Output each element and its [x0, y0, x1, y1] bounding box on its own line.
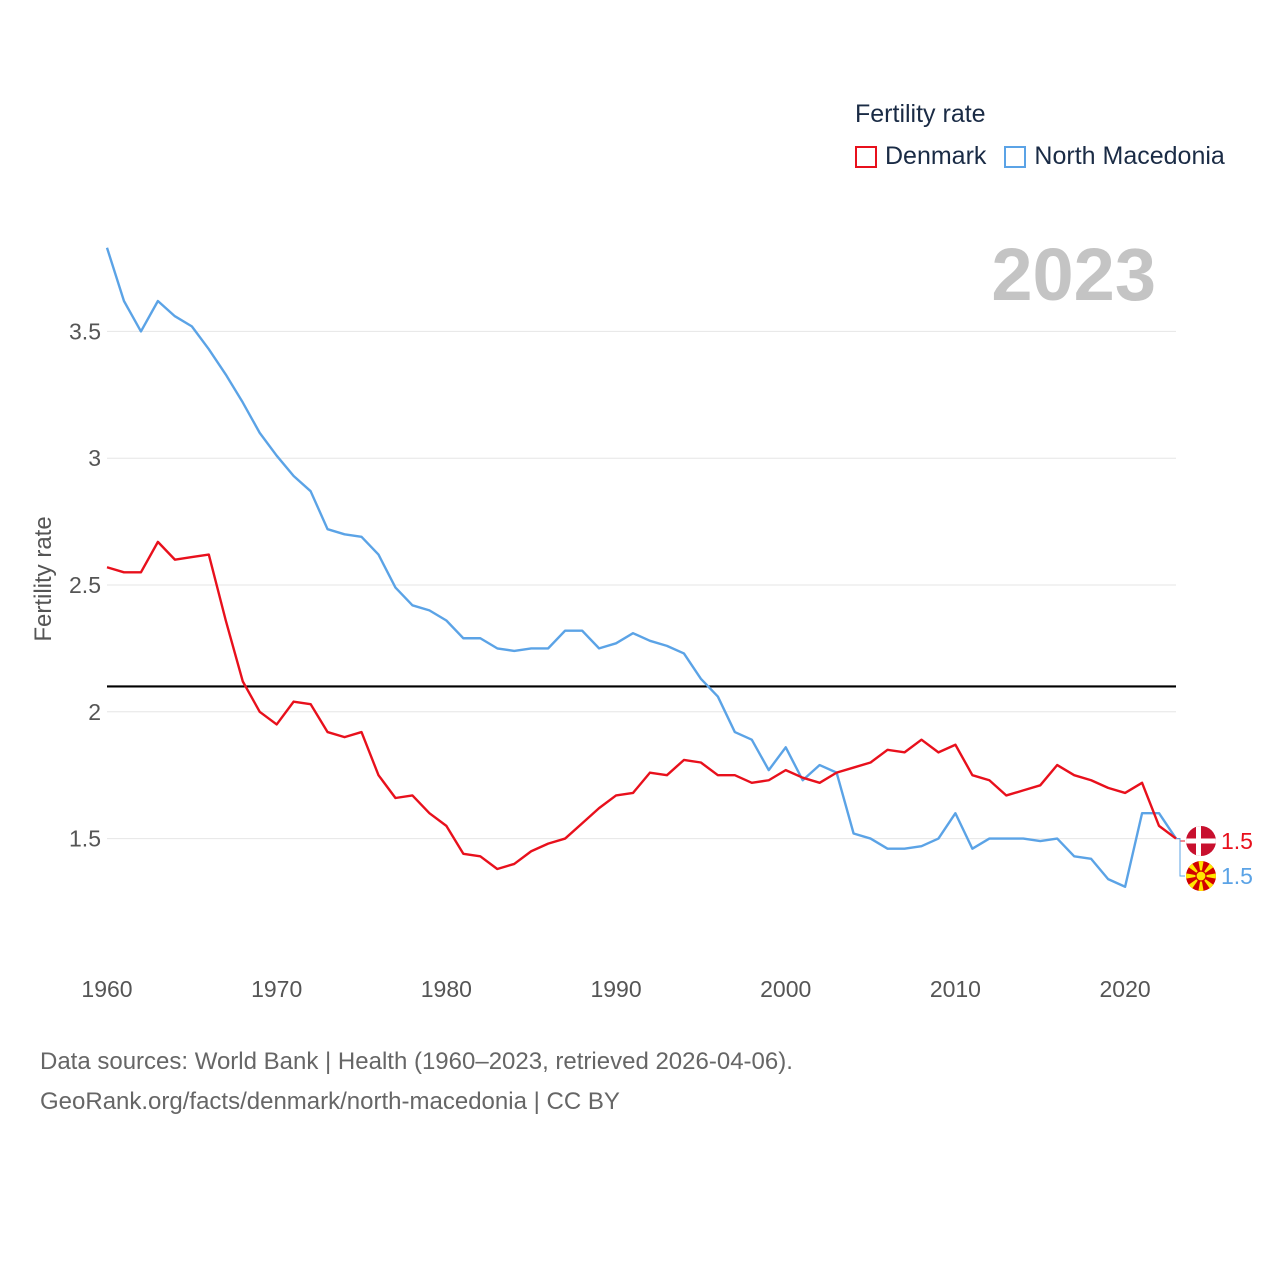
x-tick-label: 1970	[251, 976, 302, 1002]
legend-item-north-macedonia[interactable]: North Macedonia	[1004, 142, 1225, 171]
sources-line-2[interactable]: GeoRank.org/facts/denmark/north-macedoni…	[40, 1088, 620, 1115]
end-value-label: 1.5	[1221, 863, 1253, 889]
x-tick-label: 2000	[760, 976, 811, 1002]
sun-ray	[1186, 872, 1201, 880]
year-title: 2023	[991, 233, 1156, 316]
x-tick-label: 1990	[590, 976, 641, 1002]
y-tick-label: 3.5	[69, 318, 101, 344]
sources-line-1: Data sources: World Bank | Health (1960–…	[40, 1048, 793, 1075]
y-axis-title: Fertility rate	[30, 516, 57, 641]
legend-swatch-north-macedonia	[1004, 145, 1027, 168]
x-tick-label: 2020	[1100, 976, 1151, 1002]
series-line-denmark	[106, 540, 1177, 871]
x-tick-label: 1960	[81, 976, 132, 1002]
y-tick-label: 2.5	[69, 572, 101, 598]
legend-label-north-macedonia: North Macedonia	[1034, 142, 1225, 170]
legend-title: Fertility rate	[855, 100, 986, 128]
denmark-flag-icon	[1186, 826, 1216, 856]
end-value-label: 1.5	[1221, 828, 1253, 854]
denmark-flag-body	[1186, 826, 1216, 856]
legend: Denmark North Macedonia	[855, 142, 1243, 171]
legend-label-denmark: Denmark	[885, 142, 987, 170]
x-tick-label: 2010	[930, 976, 981, 1002]
series-line-north-macedonia	[105, 247, 1177, 888]
legend-swatch-denmark	[855, 145, 877, 168]
data-sources: Data sources: World Bank | Health (1960–…	[40, 1042, 793, 1122]
y-tick-label: 3	[88, 445, 101, 471]
y-tick-label: 2	[88, 699, 101, 725]
sun-ray	[1201, 872, 1216, 880]
x-tick-label: 1980	[421, 976, 472, 1002]
sun-ray	[1197, 861, 1205, 876]
y-tick-label: 1.5	[69, 826, 101, 852]
end-connector	[1176, 838, 1185, 877]
sun-ray	[1197, 876, 1205, 891]
flag-cross-horizontal	[1186, 838, 1216, 844]
sun-disc	[1195, 870, 1207, 882]
north-macedonia-flag-icon	[1186, 861, 1216, 891]
north-macedonia-flag-body	[1186, 861, 1216, 891]
legend-item-denmark[interactable]: Denmark	[855, 142, 986, 171]
